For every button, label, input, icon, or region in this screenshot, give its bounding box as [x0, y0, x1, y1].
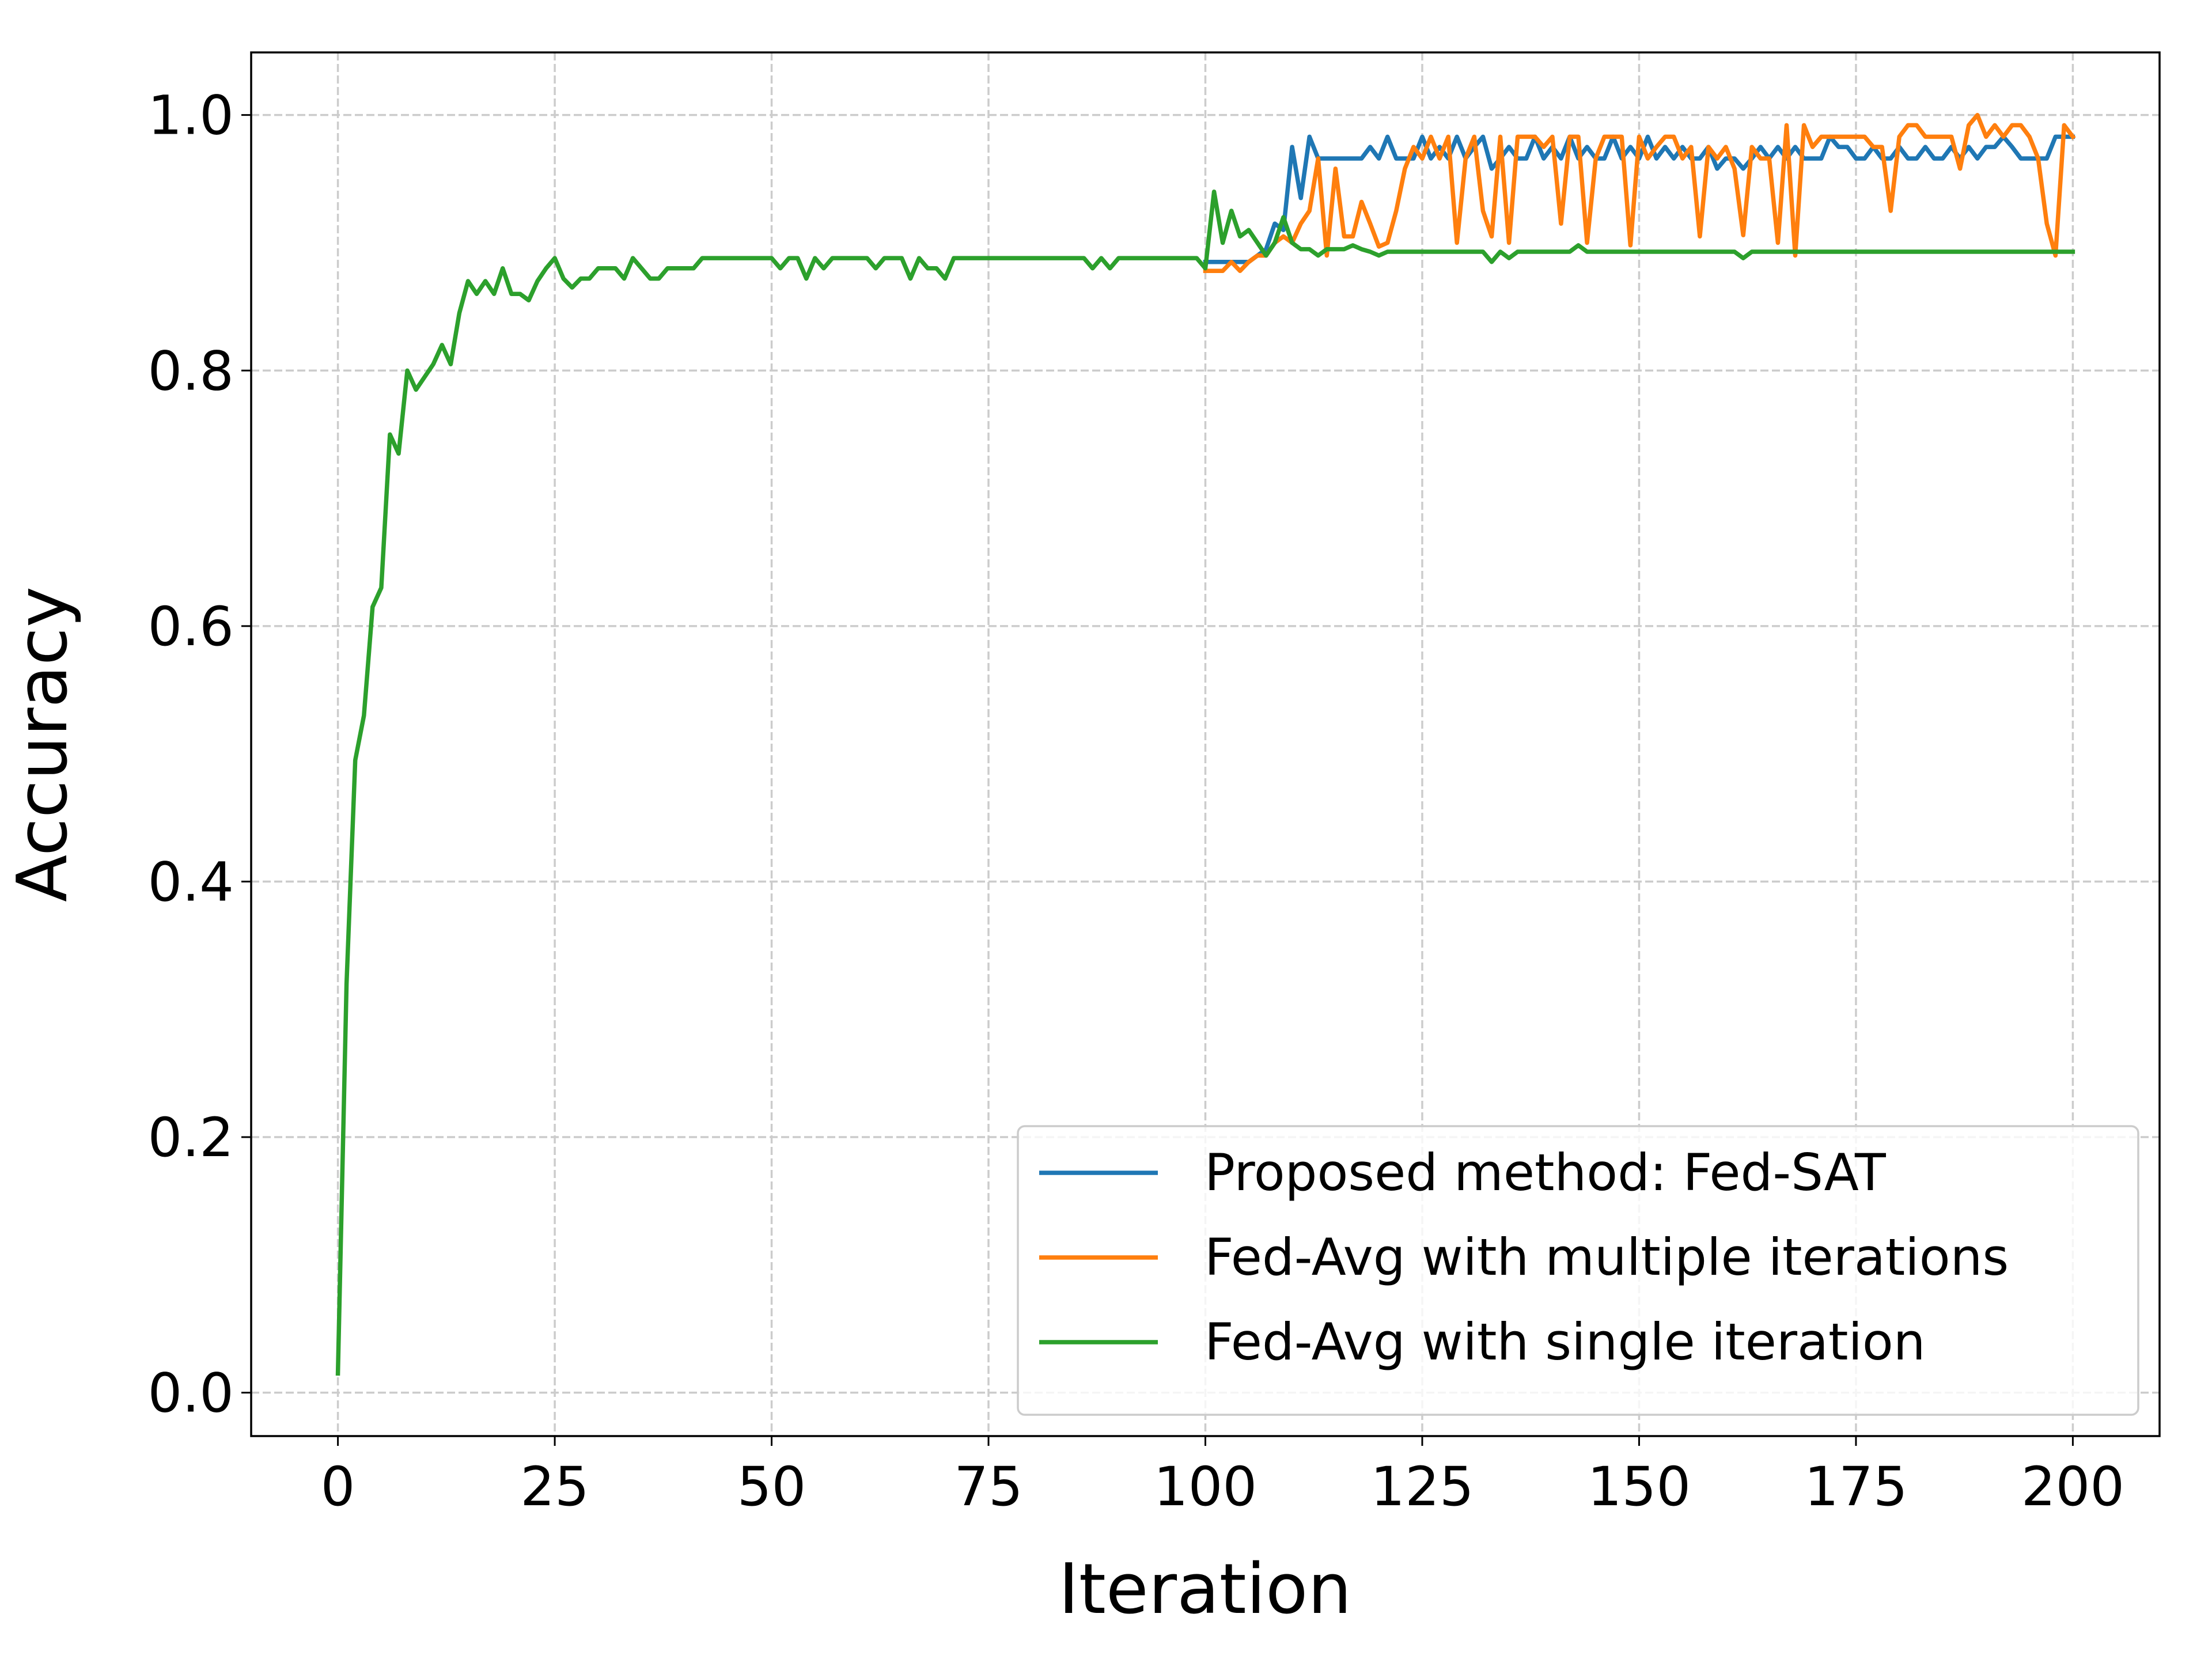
x-axis-label: Iteration	[1058, 1550, 1351, 1630]
y-tick-label: 0.0	[148, 1362, 234, 1425]
legend-label: Fed-Avg with single iteration	[1205, 1312, 1926, 1372]
y-tick-label: 0.8	[148, 340, 234, 403]
y-tick-label: 0.4	[148, 851, 234, 914]
y-axis-label: Accuracy	[3, 586, 83, 902]
x-tick-label: 200	[2021, 1456, 2124, 1518]
x-tick-label: 0	[321, 1456, 355, 1518]
y-tick-label: 0.6	[148, 596, 234, 658]
line-series	[335, 190, 2075, 1376]
x-tick-label: 125	[1370, 1456, 1474, 1518]
legend-label: Fed-Avg with multiple iterations	[1205, 1228, 2009, 1287]
legend: Proposed method: Fed-SAT Fed-Avg with mul…	[1017, 1125, 2139, 1416]
legend-box	[1017, 1125, 2139, 1416]
y-tick-label: 0.2	[148, 1107, 234, 1169]
legend-label: Proposed method: Fed-SAT	[1205, 1143, 1887, 1202]
x-tick-label: 50	[737, 1456, 806, 1518]
x-tick-label: 175	[1804, 1456, 1907, 1518]
x-tick-label: 100	[1154, 1456, 1257, 1518]
y-tick-label: 1.0	[148, 85, 234, 147]
x-tick-label: 150	[1588, 1456, 1691, 1518]
plot-frame	[250, 51, 2161, 1437]
line-series	[1203, 112, 2076, 274]
x-tick-label: 75	[954, 1456, 1023, 1518]
x-tick-label: 25	[520, 1456, 589, 1518]
